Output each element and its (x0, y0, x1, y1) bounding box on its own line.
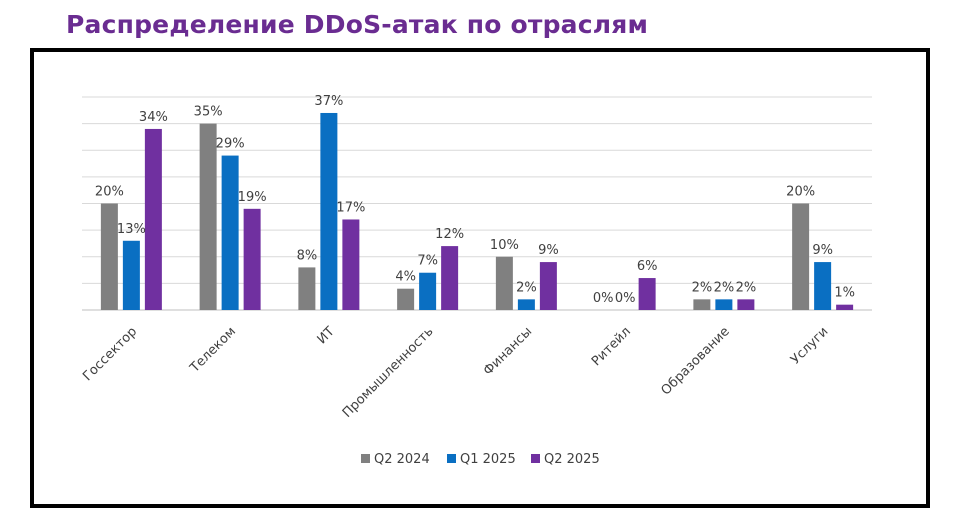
bar (221, 155, 239, 310)
bar (792, 203, 810, 310)
chart-value-labels: 20% 13% 34% 35% 29% 19% 8% 37% 17% 4%7% 12% 10% 2% 9%… (95, 94, 855, 306)
bar (495, 256, 513, 310)
value-label: 9% (812, 243, 833, 258)
chart-frame (30, 48, 930, 508)
category-label: Телеком (187, 324, 239, 376)
legend-swatch (447, 454, 456, 463)
legend-label: Q1 2025 (460, 452, 516, 467)
legend-swatch (361, 454, 370, 463)
category-label: Образование (659, 324, 733, 398)
value-label: 19% (238, 190, 267, 205)
value-label: 13% (117, 222, 146, 237)
page-title: Распределение DDoS-атак по отраслям (66, 10, 649, 39)
value-label: 9% (538, 243, 559, 258)
value-label: 35% (194, 105, 223, 120)
bar (100, 203, 118, 310)
category-label: ИТ (315, 324, 338, 347)
legend-label: Q2 2024 (374, 452, 430, 467)
bar (693, 299, 711, 310)
category-label: Ритейл (589, 324, 634, 369)
bar (298, 267, 316, 310)
value-label: 10% (490, 238, 519, 253)
value-label: 0% (593, 291, 614, 306)
value-label: 2% (736, 280, 757, 295)
bar (419, 272, 437, 310)
chart-category-labels: Госсектор Телеком ИТ Промышленность Финансы Р… (80, 324, 831, 421)
category-label: Услуги (788, 324, 831, 367)
value-label: 12% (435, 227, 464, 242)
value-label: 34% (139, 110, 168, 125)
bar (342, 219, 360, 310)
bar (199, 123, 217, 310)
bar (144, 128, 162, 310)
value-label: 8% (297, 248, 318, 263)
chart-bars (100, 112, 854, 310)
bar (397, 288, 415, 310)
value-label: 2% (516, 280, 537, 295)
bar (320, 112, 338, 310)
category-label: Промышленность (340, 324, 437, 421)
bar (638, 278, 656, 310)
value-label: 37% (314, 94, 343, 109)
value-label: 2% (714, 280, 735, 295)
bar (836, 304, 854, 310)
value-label: 1% (834, 286, 855, 301)
bar (737, 299, 755, 310)
legend-swatch (531, 454, 540, 463)
value-label: 29% (216, 137, 245, 152)
value-label: 20% (786, 185, 815, 200)
value-label: 17% (336, 200, 365, 215)
bar (517, 299, 535, 310)
value-label: 20% (95, 185, 124, 200)
bar (814, 262, 832, 310)
value-label: 7% (417, 254, 438, 269)
bar (441, 246, 459, 310)
bar (243, 208, 261, 310)
bar (715, 299, 733, 310)
legend-label: Q2 2025 (544, 452, 600, 467)
chart-legend: Q2 2024 Q1 2025 Q2 2025 (361, 452, 600, 467)
value-label: 6% (637, 259, 658, 274)
value-label: 0% (615, 291, 636, 306)
category-label: Госсектор (80, 324, 140, 384)
bar (539, 262, 557, 310)
value-label: 4% (395, 270, 416, 285)
bar (122, 240, 140, 310)
category-label: Финансы (481, 324, 535, 378)
value-label: 2% (692, 280, 713, 295)
